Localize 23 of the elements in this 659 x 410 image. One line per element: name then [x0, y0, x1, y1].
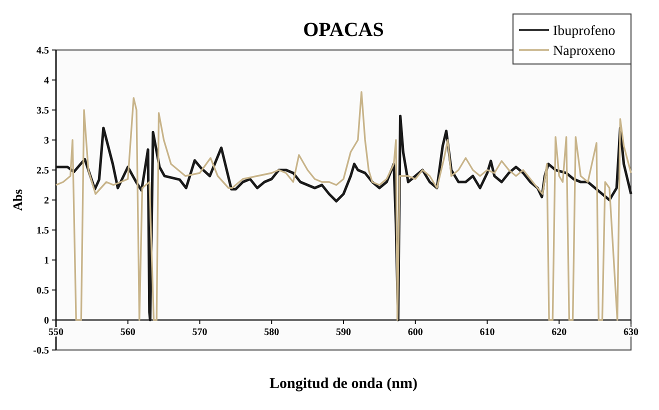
legend-label: Naproxeno: [553, 44, 616, 59]
legend-label: Ibuprofeno: [553, 24, 616, 39]
y-axis-title: Abs: [10, 189, 25, 211]
y-tick-label: 2: [44, 196, 49, 206]
chart-title: OPACAS: [303, 19, 384, 41]
y-tick-label: 0: [44, 316, 49, 326]
y-tick-label: 2.5: [36, 166, 49, 176]
y-tick-label: 4.5: [36, 46, 49, 56]
x-tick-label: 580: [264, 327, 280, 338]
x-tick-label: 600: [408, 327, 423, 338]
x-tick-label: 620: [552, 327, 567, 338]
y-tick-label: -0.5: [33, 346, 49, 356]
x-tick-label: 560: [120, 327, 136, 338]
y-tick-label: 3.5: [36, 106, 49, 116]
x-tick-label: 570: [192, 327, 208, 338]
y-tick-label: 0.5: [36, 286, 49, 296]
y-tick-label: 3: [44, 136, 49, 146]
y-tick-label: 1.5: [36, 226, 49, 236]
x-tick-label: 610: [480, 327, 495, 338]
y-tick-label: 1: [44, 256, 49, 266]
x-axis-title: Longitud de onda (nm): [270, 376, 418, 392]
x-tick-label: 590: [336, 327, 351, 338]
y-tick-label: 4: [44, 76, 49, 86]
